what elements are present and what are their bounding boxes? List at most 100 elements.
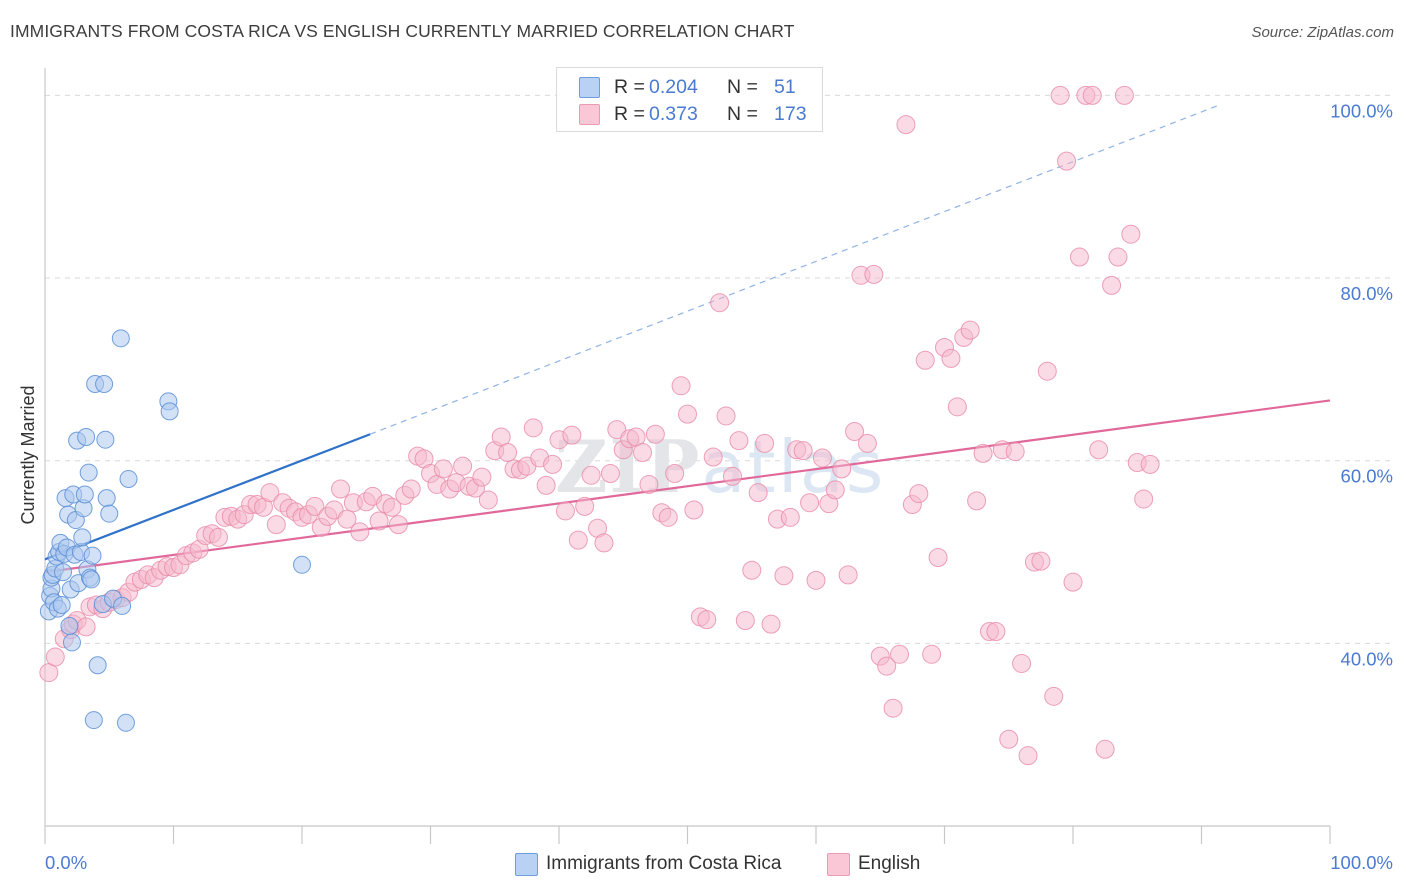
- costa-rica-point: [53, 563, 72, 582]
- english-point: [581, 465, 601, 485]
- costa-rica-point: [88, 656, 107, 675]
- legend-label-costa-rica: Immigrants from Costa Rica: [546, 853, 782, 874]
- english-point: [896, 115, 916, 135]
- english-point: [1069, 247, 1089, 267]
- english-point: [645, 424, 665, 444]
- y-axis-label: Currently Married: [18, 385, 38, 524]
- english-point: [825, 480, 845, 500]
- costa-rica-point: [77, 427, 96, 446]
- english-point: [755, 433, 775, 453]
- english-point: [1114, 85, 1134, 105]
- english-point: [324, 500, 344, 520]
- english-point: [922, 644, 942, 664]
- y-tick-label: 60.0%: [1341, 466, 1393, 487]
- y-tick-label: 40.0%: [1341, 648, 1393, 669]
- english-point: [600, 463, 620, 483]
- english-point: [568, 530, 588, 550]
- pink-swatch: [579, 104, 600, 125]
- n-label: N =: [727, 103, 758, 125]
- n-value: 51: [774, 76, 796, 98]
- english-point: [722, 466, 742, 486]
- y-tick-label: 80.0%: [1341, 283, 1393, 304]
- english-point: [1108, 247, 1128, 267]
- english-point: [960, 320, 980, 340]
- english-point: [633, 442, 653, 462]
- english-point: [710, 293, 730, 313]
- english-point: [742, 560, 762, 580]
- costa-rica-point: [84, 711, 103, 730]
- english-point: [1005, 442, 1025, 462]
- english-point: [1044, 686, 1064, 706]
- costa-rica-point: [116, 713, 135, 732]
- english-point: [305, 496, 325, 516]
- costa-rica-point: [111, 329, 130, 348]
- english-point: [890, 644, 910, 664]
- blue-trend-extension: [369, 104, 1219, 435]
- english-point: [832, 459, 852, 479]
- y-tick-label: 100.0%: [1330, 100, 1393, 121]
- r-value: 0.373: [649, 103, 698, 125]
- english-point: [735, 611, 755, 631]
- english-point: [877, 656, 897, 676]
- english-point: [76, 617, 96, 637]
- english-point: [1012, 653, 1032, 673]
- blue-trend-line: [44, 433, 371, 561]
- english-point: [523, 418, 543, 438]
- pink-trend-line: [44, 399, 1331, 574]
- english-point: [543, 454, 563, 474]
- english-point: [928, 548, 948, 568]
- english-point: [382, 497, 402, 517]
- english-point: [536, 475, 556, 495]
- english-point: [1063, 572, 1083, 592]
- english-point: [999, 729, 1019, 749]
- english-point: [208, 527, 228, 547]
- costa-rica-point: [60, 616, 79, 635]
- tick-labels: 40.0% 60.0% 80.0% 100.0% 0.0% 100.0% Currently…: [18, 100, 1393, 873]
- english-point: [1140, 454, 1160, 474]
- r-value: 0.204: [649, 76, 698, 98]
- english-point: [716, 406, 736, 426]
- english-point: [967, 491, 987, 511]
- english-point: [369, 511, 389, 531]
- english-point: [594, 533, 614, 553]
- english-point: [555, 501, 575, 521]
- costa-rica-point: [52, 595, 71, 614]
- english-point: [915, 350, 935, 370]
- x-tick-label-end: 100.0%: [1330, 852, 1393, 873]
- english-point: [1134, 489, 1154, 509]
- grid-lines: [45, 94, 1395, 644]
- costa-rica-point: [100, 504, 119, 523]
- axes: [44, 68, 1331, 844]
- english-point: [671, 376, 691, 396]
- english-point: [845, 421, 865, 441]
- english-point: [1018, 746, 1038, 766]
- english-point: [703, 447, 723, 467]
- blue-legend-swatch: [515, 853, 538, 876]
- costa-rica-point: [79, 463, 98, 482]
- english-point: [607, 420, 627, 440]
- english-point: [1121, 224, 1141, 244]
- english-point: [941, 348, 961, 368]
- english-point: [857, 433, 877, 453]
- costa-rica-point: [62, 633, 81, 652]
- costa-rica-point: [73, 528, 92, 547]
- english-point: [433, 459, 453, 479]
- english-point: [331, 479, 351, 499]
- english-point: [562, 425, 582, 445]
- english-point: [684, 500, 704, 520]
- costa-rica-point: [113, 596, 132, 615]
- english-point: [780, 507, 800, 527]
- correlation-legend: R = 0.204 N = 51 R = 0.373 N = 173: [556, 67, 823, 132]
- blue-swatch: [579, 77, 600, 98]
- english-point: [806, 570, 826, 590]
- costa-rica-point: [119, 469, 138, 488]
- english-point: [472, 467, 492, 487]
- english-point: [337, 509, 357, 529]
- english-point: [575, 496, 595, 516]
- english-point: [1050, 85, 1070, 105]
- english-point: [1037, 361, 1057, 381]
- r-label: R =: [614, 76, 645, 98]
- english-point: [748, 483, 768, 503]
- english-point: [986, 621, 1006, 641]
